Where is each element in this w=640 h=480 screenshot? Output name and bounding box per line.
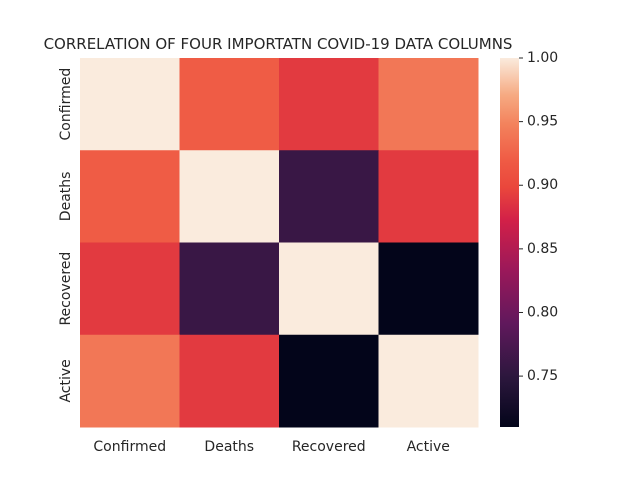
y-tick-label: Confirmed [58, 68, 74, 141]
colorbar-gradient [500, 58, 519, 427]
heatmap-cells [80, 58, 479, 428]
heatmap-cell [80, 150, 180, 243]
colorbar: 0.75 0.80 0.85 0.90 0.95 1.00 [500, 50, 558, 427]
x-tick-labels: Confirmed Deaths Recovered Active [93, 439, 450, 455]
heatmap-cell [378, 58, 479, 151]
heatmap-cell [378, 242, 479, 336]
heatmap-cell [279, 242, 379, 336]
colorbar-tick-label: 0.90 [527, 177, 558, 193]
x-tick-label: Deaths [204, 439, 254, 455]
colorbar-tick-label: 0.75 [527, 368, 558, 384]
heatmap-cell [378, 334, 479, 428]
heatmap-cell [80, 58, 180, 151]
heatmap-cell [279, 334, 379, 428]
colorbar-tick-label: 0.95 [527, 114, 558, 130]
heatmap-cell [80, 242, 180, 336]
y-tick-label: Active [58, 359, 74, 402]
x-tick-label: Confirmed [93, 439, 166, 455]
heatmap-cell [80, 334, 180, 428]
y-tick-label: Recovered [58, 252, 74, 326]
colorbar-tick-label: 0.80 [527, 304, 558, 320]
heatmap-cell [378, 150, 479, 243]
x-tick-label: Active [407, 439, 450, 455]
heatmap-cell [179, 242, 280, 336]
chart-title: CORRELATION OF FOUR IMPORTATN COVID-19 D… [44, 35, 513, 53]
colorbar-tick-label: 1.00 [527, 50, 558, 66]
y-tick-labels: Confirmed Deaths Recovered Active [58, 68, 74, 403]
heatmap-cell [279, 58, 379, 151]
x-tick-label: Recovered [292, 439, 366, 455]
heatmap-cell [179, 334, 280, 428]
colorbar-tick-label: 0.85 [527, 241, 558, 257]
heatmap-cell [279, 150, 379, 243]
heatmap-cell [179, 150, 280, 243]
y-tick-label: Deaths [58, 172, 74, 222]
heatmap-cell [179, 58, 280, 151]
